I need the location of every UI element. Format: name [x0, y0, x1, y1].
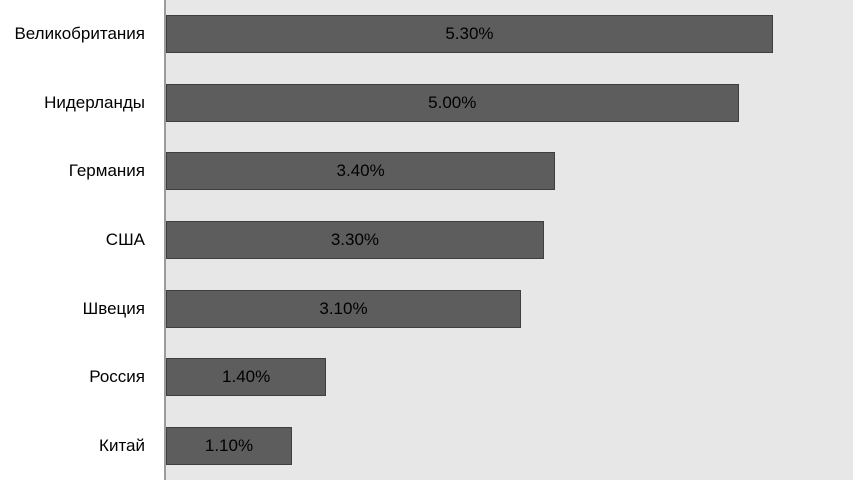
bar: 3.30%: [166, 221, 544, 260]
chart-row: Великобритания 5.30%: [0, 0, 853, 69]
chart-row: Германия 3.40%: [0, 137, 853, 206]
category-label: Россия: [89, 367, 145, 387]
bar: 3.10%: [166, 289, 521, 328]
category-axis-line: [164, 0, 166, 480]
chart-row: Россия 1.40%: [0, 343, 853, 412]
bar-value-label: 1.40%: [222, 367, 271, 387]
bar: 3.40%: [166, 152, 556, 191]
bar-track: 5.00%: [166, 69, 853, 138]
category-label: Швеция: [82, 298, 145, 318]
chart-row: Нидерланды 5.00%: [0, 69, 853, 138]
bar: 1.40%: [166, 358, 327, 397]
bar-value-label: 1.10%: [204, 435, 254, 455]
category-label: Великобритания: [14, 24, 145, 44]
bar-track: 3.40%: [166, 137, 853, 206]
bar-value-label: 5.00%: [428, 92, 477, 112]
bar-track: 5.30%: [166, 0, 853, 69]
bar-value-label: 3.30%: [330, 230, 380, 250]
bar-track: 3.30%: [166, 206, 853, 275]
category-label: Китай: [99, 435, 145, 455]
bar: 1.10%: [166, 426, 292, 465]
category-label: США: [105, 230, 145, 250]
bar-value-label: 3.10%: [319, 298, 368, 318]
bar: 5.00%: [166, 83, 739, 122]
bar-track: 1.40%: [166, 343, 853, 412]
bar-track: 3.10%: [166, 274, 853, 343]
chart-row: Швеция 3.10%: [0, 274, 853, 343]
bar: 5.30%: [166, 15, 773, 54]
chart-row: США 3.30%: [0, 206, 853, 275]
bar-value-label: 5.30%: [445, 24, 494, 44]
bar-track: 1.10%: [166, 411, 853, 480]
category-label: Германия: [68, 161, 145, 181]
chart-row: Китай 1.10%: [0, 411, 853, 480]
bar-value-label: 3.40%: [336, 161, 385, 181]
category-label: Нидерланды: [44, 92, 145, 112]
